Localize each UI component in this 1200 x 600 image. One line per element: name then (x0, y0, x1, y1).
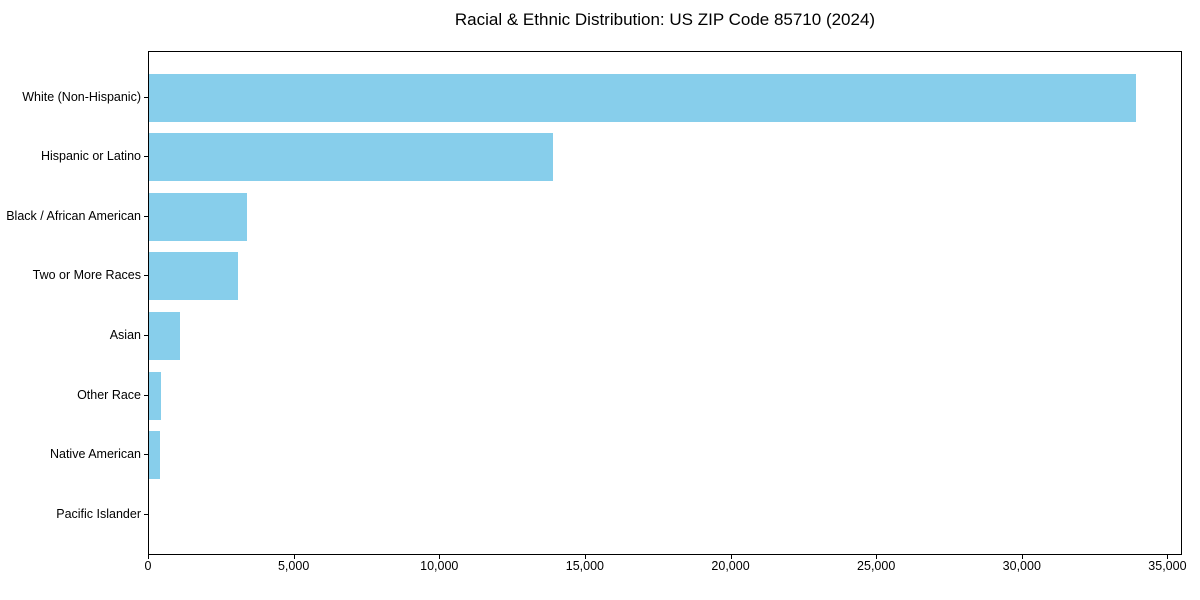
y-tick-label-two-or-more-races: Two or More Races (32, 268, 141, 283)
y-tick-label-pacific-islander: Pacific Islander (56, 506, 141, 521)
y-tick-label-native-american: Native American (49, 447, 141, 462)
x-tick-label-5-000: 5,000 (277, 559, 310, 573)
x-tick-label-35-000: 35,000 (1148, 559, 1187, 573)
x-tick-label-30-000: 30,000 (1002, 559, 1041, 573)
bar-white-non-hispanic (149, 73, 1137, 122)
bar-other-race (149, 371, 162, 420)
x-tick-mark (1021, 555, 1023, 559)
y-tick-label-white-non-hispanic: White (Non-Hispanic) (22, 89, 141, 104)
x-tick-mark (148, 555, 149, 559)
bar-native-american (149, 431, 161, 480)
y-tick-label-hispanic-or-latino: Hispanic or Latino (40, 149, 141, 164)
x-tick-mark (730, 555, 732, 559)
y-tick-label-asian: Asian (109, 327, 141, 342)
x-tick-mark (293, 555, 295, 559)
x-tick-label-25-000: 25,000 (857, 559, 896, 573)
x-tick-label-20-000: 20,000 (711, 559, 750, 573)
x-tick-label-0: 0 (144, 559, 152, 573)
y-tick-label-other-race: Other Race (77, 387, 141, 402)
x-tick-label-15-000: 15,000 (565, 559, 605, 573)
bar-asian (149, 311, 181, 360)
bar-black-african-american (149, 192, 248, 241)
bar-hispanic-or-latino (149, 133, 554, 182)
x-tick-mark (439, 555, 441, 559)
plot-area (148, 51, 1182, 555)
x-tick-label-10-000: 10,000 (420, 559, 459, 573)
y-tick-label-black-african-american: Black / African American (6, 208, 141, 223)
x-tick-mark (584, 555, 586, 559)
chart-title: Racial & Ethnic Distribution: US ZIP Cod… (454, 10, 876, 29)
x-tick-mark (1167, 555, 1169, 559)
x-tick-mark (876, 555, 878, 559)
bar-two-or-more-races (149, 252, 238, 301)
